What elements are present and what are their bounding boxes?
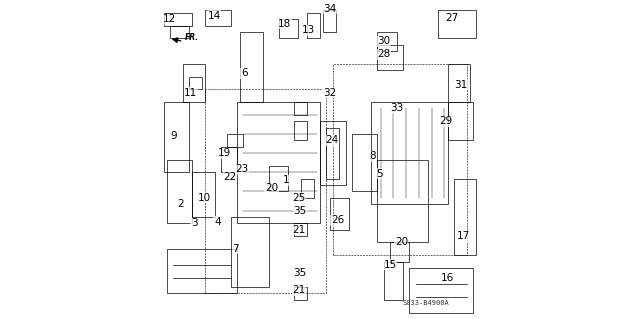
- Text: 26: 26: [331, 215, 344, 225]
- Text: 30: 30: [377, 36, 390, 47]
- Text: 2: 2: [177, 199, 184, 209]
- Text: 10: 10: [198, 193, 211, 203]
- Text: 27: 27: [445, 12, 458, 23]
- Text: 4: 4: [214, 217, 221, 227]
- Text: 20: 20: [265, 183, 278, 193]
- Text: 24: 24: [326, 135, 339, 145]
- Text: 1: 1: [283, 175, 290, 185]
- Text: 21: 21: [292, 225, 306, 235]
- Text: 12: 12: [163, 14, 176, 24]
- Text: 21: 21: [292, 285, 306, 295]
- Text: 18: 18: [278, 19, 292, 29]
- Text: 32: 32: [323, 87, 336, 98]
- Text: 28: 28: [377, 49, 390, 59]
- Text: 20: 20: [395, 237, 408, 248]
- Text: 5: 5: [376, 169, 382, 179]
- Text: 15: 15: [383, 260, 397, 270]
- Text: 35: 35: [294, 268, 307, 278]
- Text: S033-B4900A: S033-B4900A: [403, 300, 450, 306]
- Text: 29: 29: [440, 116, 452, 126]
- Text: 31: 31: [454, 79, 467, 90]
- Text: 23: 23: [236, 164, 248, 174]
- Text: 16: 16: [441, 272, 454, 283]
- Text: 17: 17: [457, 231, 470, 241]
- Text: 7: 7: [232, 244, 239, 254]
- Text: 8: 8: [369, 151, 376, 161]
- Text: 22: 22: [223, 172, 237, 182]
- Text: 14: 14: [207, 11, 221, 21]
- Text: 35: 35: [294, 205, 307, 216]
- Text: 6: 6: [241, 68, 248, 78]
- Text: 9: 9: [170, 130, 177, 141]
- Text: 25: 25: [292, 193, 306, 203]
- Text: 33: 33: [390, 103, 403, 114]
- Text: FR.: FR.: [185, 33, 199, 42]
- Text: 13: 13: [302, 25, 316, 35]
- Text: 19: 19: [218, 148, 231, 158]
- Text: 11: 11: [184, 87, 197, 98]
- Text: 3: 3: [191, 218, 197, 228]
- Text: 34: 34: [323, 4, 336, 14]
